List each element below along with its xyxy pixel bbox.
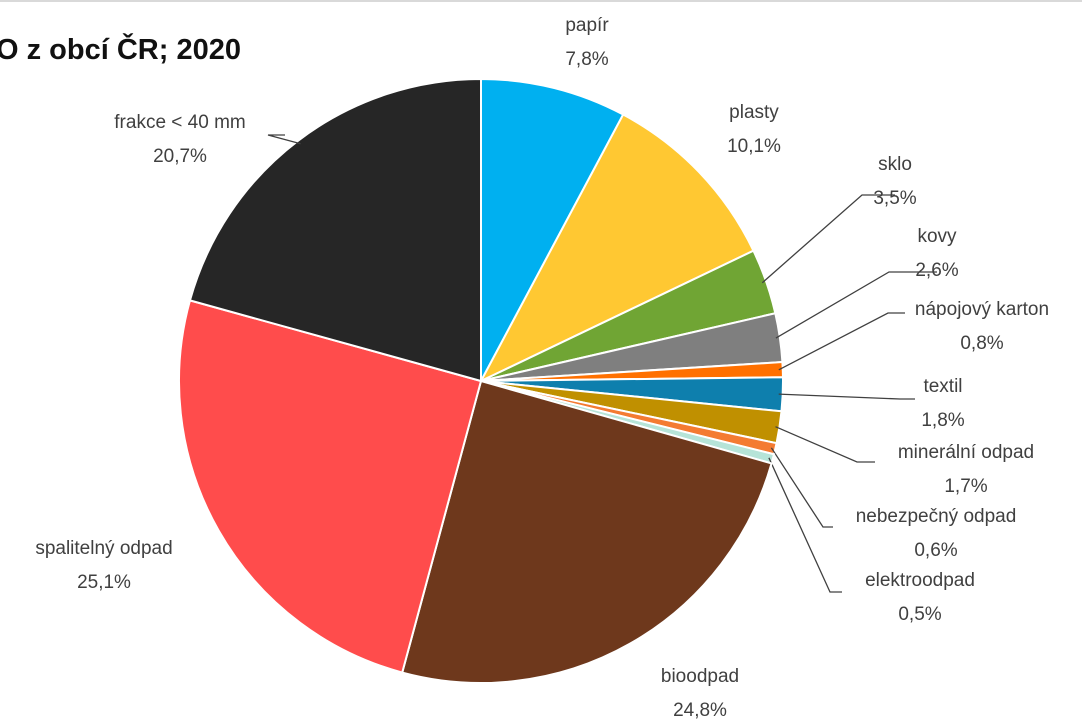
pie-slice-plasty <box>478 113 755 384</box>
pie-slice-bioodpad <box>401 379 773 684</box>
slice-value-kovy: 2,6% <box>915 260 958 281</box>
slice-label-nebezpecny-odpad: nebezpečný odpad <box>856 506 1017 527</box>
slice-label-spalitelny-odpad: spalitelný odpad <box>35 538 172 559</box>
slice-value-textil: 1,8% <box>921 410 964 431</box>
slice-label-elektroodpad: elektroodpad <box>865 570 975 591</box>
slice-value-mineralni-odpad: 1,7% <box>944 476 987 497</box>
slice-value-bioodpad: 24,8% <box>673 700 727 721</box>
slice-label-textil: textil <box>923 376 962 397</box>
leader-line-textil <box>778 393 915 400</box>
leader-line-mineralni-odpad <box>775 426 875 463</box>
slice-value-sklo: 3,5% <box>873 188 916 209</box>
leader-line-napojovy-karton <box>778 312 905 371</box>
slice-value-frakce-40-mm: 20,7% <box>153 146 207 167</box>
slice-label-papir: papír <box>565 15 609 36</box>
slice-value-elektroodpad: 0,5% <box>898 604 941 625</box>
slice-value-nebezpecny-odpad: 0,6% <box>914 540 957 561</box>
slice-label-plasty: plasty <box>729 102 779 123</box>
leader-line-sklo <box>761 194 895 284</box>
slice-label-sklo: sklo <box>878 154 912 175</box>
slice-label-frakce-40-mm: frakce < 40 mm <box>114 112 245 133</box>
slice-value-spalitelny-odpad: 25,1% <box>77 572 131 593</box>
slice-value-plasty: 10,1% <box>727 136 781 157</box>
slice-value-papir: 7,8% <box>565 49 608 70</box>
slice-value-napojovy-karton: 0,8% <box>960 333 1003 354</box>
pie-slice-spalitelny-odpad <box>178 299 483 674</box>
leader-line-kovy <box>775 271 937 339</box>
slice-label-napojovy-karton: nápojový karton <box>915 299 1049 320</box>
pie-slice-papir <box>480 77 625 382</box>
slice-label-kovy: kovy <box>917 226 957 247</box>
chart-title: O z obcí ČR; 2020 <box>0 34 241 66</box>
leader-line-frakce-40-mm <box>267 134 301 145</box>
slice-label-mineralni-odpad: minerální odpad <box>898 442 1034 463</box>
leader-line-elektroodpad <box>768 457 842 593</box>
leader-line-nebezpecny-odpad <box>770 447 833 528</box>
slice-label-bioodpad: bioodpad <box>661 666 739 687</box>
pie-slice-frakce-40-mm <box>188 77 482 383</box>
